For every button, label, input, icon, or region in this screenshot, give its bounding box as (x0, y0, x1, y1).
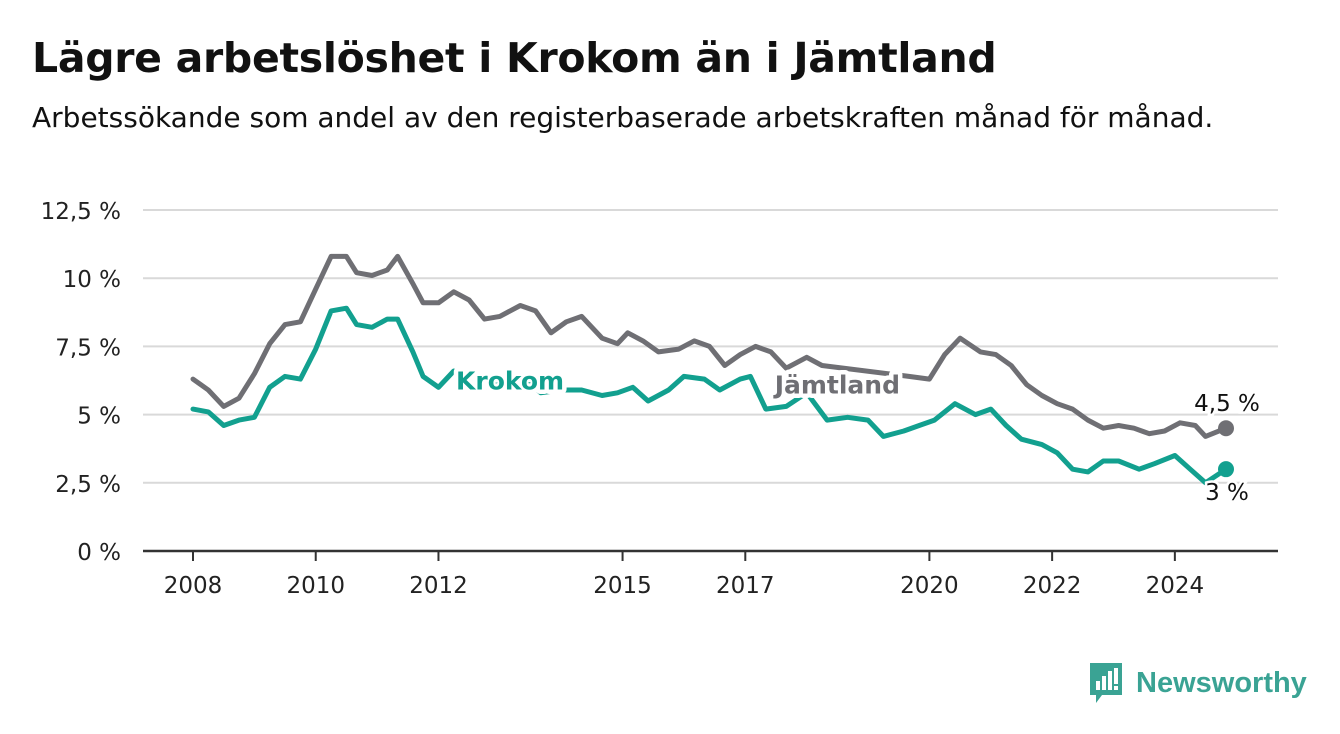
x-tick-label: 2022 (1023, 573, 1082, 599)
x-axis: 2008 2010 2012 2015 2017 2020 2022 2024 (143, 549, 1278, 599)
end-point-krokom (1218, 461, 1234, 478)
y-tick-label: 7,5 % (55, 335, 121, 361)
series-labels: 4,5 % 3 % Krokom Jämtland (452, 362, 1263, 509)
x-tick-label: 2017 (716, 573, 775, 599)
x-tick-label: 2024 (1146, 573, 1205, 599)
end-point-jämtland (1218, 420, 1234, 437)
newsworthy-logo-icon (1090, 663, 1122, 703)
series-line-krokom (190, 305, 1229, 486)
series-line-jämtland (190, 253, 1229, 439)
y-tick-label: 2,5 % (55, 472, 121, 498)
x-tick-label: 2020 (900, 573, 959, 599)
end-value-label-jämtland: 4,5 % (1194, 391, 1260, 417)
x-tick-label: 2015 (593, 573, 652, 599)
y-axis-labels: 0 % 2,5 % 5 % 7,5 % 10 % 12,5 % (41, 199, 121, 566)
chart-title: Lägre arbetslöshet i Krokom än i Jämtlan… (32, 34, 997, 82)
end-value-label-krokom: 3 % (1205, 480, 1249, 506)
series-lines (190, 253, 1234, 486)
chart-subtitle: Arbetssökande som andel av den registerb… (32, 101, 1214, 134)
x-tick-label: 2012 (409, 573, 468, 599)
x-tick-label: 2010 (286, 573, 345, 599)
y-tick-label: 12,5 % (41, 199, 121, 225)
y-tick-label: 10 % (63, 267, 121, 293)
brand: Newsworthy (1088, 660, 1307, 706)
y-tick-label: 0 % (77, 540, 121, 566)
brand-name: Newsworthy (1136, 666, 1307, 699)
x-tick-label: 2008 (164, 573, 223, 599)
inline-label-jämtland: Jämtland (773, 371, 900, 400)
y-tick-label: 5 % (77, 404, 121, 430)
inline-label-krokom: Krokom (456, 367, 564, 396)
